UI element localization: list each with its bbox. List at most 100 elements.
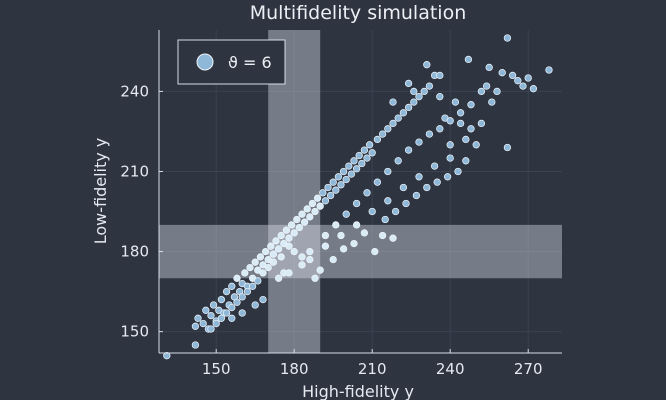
scatter-point bbox=[464, 55, 473, 64]
scatter-point bbox=[384, 125, 392, 133]
scatter-point bbox=[378, 130, 387, 138]
scatter-point bbox=[246, 263, 254, 272]
scatter-point bbox=[321, 242, 330, 250]
horizontal-band bbox=[159, 224, 562, 279]
scatter-point bbox=[241, 269, 249, 277]
legend-box bbox=[177, 39, 286, 85]
scatter-point bbox=[404, 79, 413, 88]
scatter-point bbox=[282, 226, 291, 234]
scatter-point bbox=[345, 162, 353, 170]
scatter-point bbox=[329, 178, 337, 186]
scatter-point bbox=[277, 253, 285, 261]
scatter-point bbox=[222, 309, 231, 317]
scatter-point bbox=[384, 197, 392, 205]
scatter-point bbox=[342, 175, 350, 184]
scatter-point bbox=[228, 282, 236, 290]
scatter-point bbox=[430, 162, 439, 170]
scatter-point bbox=[290, 229, 298, 237]
scatter-point bbox=[306, 213, 314, 221]
scatter-point bbox=[467, 101, 475, 109]
scatter-point bbox=[352, 165, 361, 173]
data-points bbox=[163, 34, 553, 360]
scatter-point bbox=[482, 82, 491, 90]
highlight-bands bbox=[159, 30, 562, 353]
scatter-point bbox=[360, 229, 369, 237]
scatter-point bbox=[373, 178, 382, 186]
scatter-point bbox=[191, 341, 200, 349]
scatter-point bbox=[404, 103, 413, 112]
scatter-point bbox=[420, 87, 428, 96]
scatter-point bbox=[238, 293, 246, 301]
scatter-point bbox=[498, 69, 506, 77]
scatter-point bbox=[350, 239, 358, 248]
scatter-point bbox=[371, 247, 379, 256]
scatter-point bbox=[462, 157, 470, 165]
scatter-point bbox=[339, 167, 348, 176]
scatter-point bbox=[384, 167, 392, 176]
scatter-point bbox=[389, 234, 397, 242]
scatter-point bbox=[352, 221, 361, 229]
scatter-point bbox=[274, 274, 283, 282]
scatter-point bbox=[243, 287, 252, 296]
scatter-point bbox=[287, 221, 296, 229]
scatter-point bbox=[321, 231, 330, 240]
scatter-point bbox=[365, 141, 374, 149]
scatter-point bbox=[358, 159, 366, 168]
scatter-point bbox=[261, 247, 270, 256]
scatter-point bbox=[399, 109, 408, 117]
scatter-point bbox=[477, 87, 486, 96]
scatter-point bbox=[222, 287, 231, 296]
scatter-point bbox=[202, 306, 210, 314]
scatter-point bbox=[274, 245, 283, 253]
axes bbox=[158, 30, 562, 354]
scatter-point bbox=[503, 143, 512, 152]
y-axis-label: Low-fidelity y bbox=[91, 138, 110, 245]
scatter-point bbox=[319, 189, 327, 197]
scatter-point bbox=[248, 282, 257, 290]
scatter-point bbox=[285, 242, 293, 250]
y-tick-label: 210 bbox=[120, 162, 149, 180]
scatter-point bbox=[381, 215, 389, 224]
scatter-point bbox=[415, 138, 423, 146]
scatter-point bbox=[391, 207, 400, 216]
scatter-point bbox=[217, 295, 226, 304]
scatter-point bbox=[199, 319, 207, 328]
scatter-point bbox=[332, 221, 340, 229]
scatter-point bbox=[454, 167, 462, 176]
scatter-point bbox=[503, 34, 512, 42]
scatter-point bbox=[415, 93, 423, 101]
scatter-point bbox=[402, 199, 410, 208]
scatter-point bbox=[207, 311, 215, 320]
scatter-point bbox=[456, 119, 465, 128]
scatter-point bbox=[545, 66, 553, 74]
scatter-point bbox=[389, 98, 397, 106]
scatter-point bbox=[433, 178, 441, 186]
scatter-point bbox=[290, 247, 298, 256]
scatter-point bbox=[264, 263, 272, 272]
scatter-point bbox=[300, 218, 309, 226]
scatter-point bbox=[233, 298, 241, 306]
scatter-point bbox=[251, 258, 259, 266]
scatter-point bbox=[394, 157, 402, 165]
scatter-point bbox=[389, 119, 397, 128]
legend: ϑ = 6 bbox=[177, 39, 286, 85]
scatter-point bbox=[488, 98, 496, 106]
scatter-point bbox=[360, 146, 369, 154]
scatter-point bbox=[329, 255, 337, 264]
scatter-point bbox=[493, 87, 501, 96]
x-tick-label: 150 bbox=[202, 360, 231, 378]
scatter-point bbox=[519, 82, 527, 90]
scatter-point bbox=[352, 199, 361, 208]
scatter-point bbox=[404, 146, 413, 154]
y-tick-labels: 150 180 210 240 bbox=[120, 82, 163, 341]
scatter-point bbox=[425, 82, 434, 90]
scatter-point bbox=[423, 61, 431, 69]
scatter-point bbox=[423, 183, 431, 192]
scatter-point bbox=[233, 274, 241, 282]
scatter-point bbox=[269, 250, 278, 258]
scatter-point bbox=[368, 149, 376, 157]
scatter-point bbox=[298, 253, 306, 261]
legend-entry-label: ϑ = 6 bbox=[228, 53, 272, 72]
scatter-point bbox=[308, 199, 317, 208]
